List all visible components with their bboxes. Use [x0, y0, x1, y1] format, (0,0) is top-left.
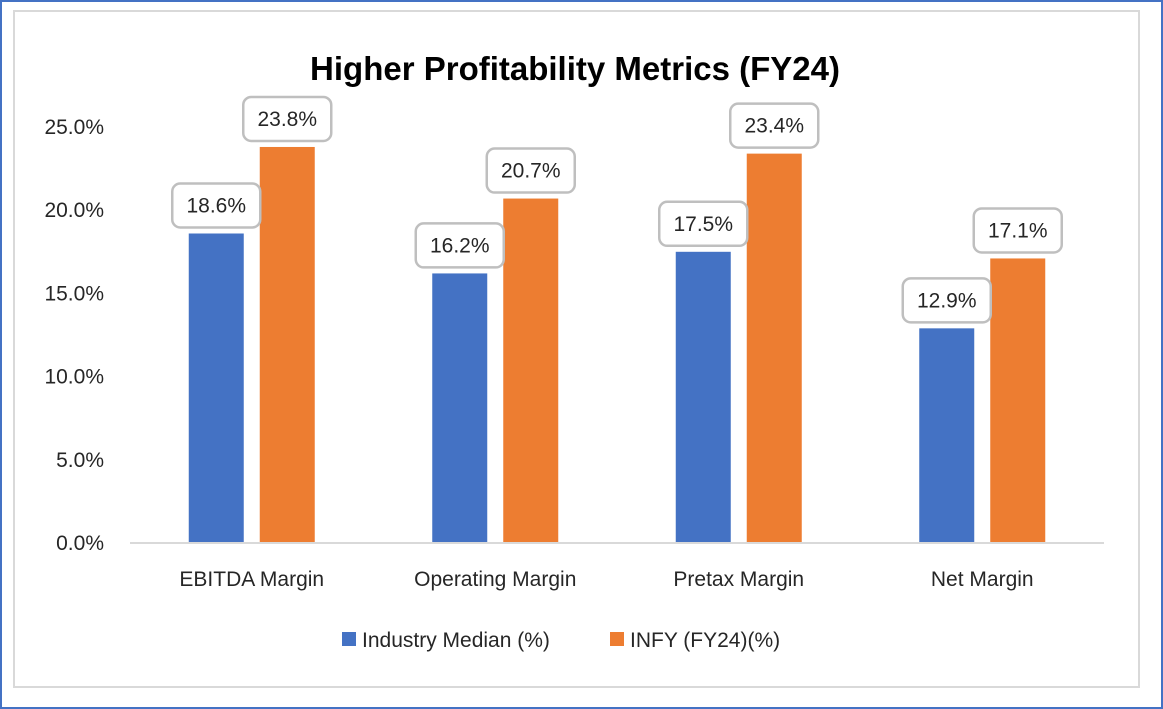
x-tick-label: EBITDA Margin: [179, 568, 324, 591]
y-tick-label: 0.0%: [56, 532, 104, 555]
bar-industry-median-3: [919, 328, 975, 543]
y-tick-label: 5.0%: [56, 449, 104, 472]
data-label: 17.5%: [673, 213, 733, 236]
bar-infy-1: [503, 198, 559, 543]
legend-swatch-industry-median: [342, 632, 356, 646]
data-label-box: [414, 222, 505, 269]
bar-infy-2: [746, 153, 802, 543]
x-tick-label: Net Margin: [931, 568, 1034, 591]
chart-title: Higher Profitability Metrics (FY24): [310, 50, 840, 87]
data-label: 20.7%: [501, 160, 561, 183]
y-tick-label: 20.0%: [44, 199, 104, 222]
x-tick-label: Pretax Margin: [673, 568, 804, 591]
data-labels: 18.6% 23.8% 16.2% 20.7% 17.5% 23.4% 12.9% 17.1%: [171, 95, 1063, 324]
y-tick-label: 15.0%: [44, 282, 104, 305]
y-tick-label: 25.0%: [44, 116, 104, 139]
y-axis: 0.0% 5.0% 10.0% 15.0% 20.0% 25.0%: [44, 116, 104, 555]
data-label: 23.8%: [257, 108, 317, 131]
bars: [188, 146, 1046, 544]
data-label-box: [901, 277, 992, 324]
data-label: 16.2%: [430, 234, 490, 257]
data-label-box: [658, 200, 749, 248]
data-label-box: [972, 207, 1063, 254]
bar-infy-3: [990, 258, 1046, 543]
legend-swatch-infy: [610, 632, 624, 646]
x-tick-label: Operating Margin: [414, 568, 576, 591]
legend-label: INFY (FY24)(%): [630, 629, 780, 652]
data-label-box: [171, 182, 262, 229]
data-label: 17.1%: [988, 219, 1048, 242]
legend: Industry Median (%) INFY (FY24)(%): [342, 629, 780, 652]
bar-industry-median-1: [432, 273, 488, 543]
legend-label: Industry Median (%): [362, 629, 550, 652]
bar-infy-0: [259, 146, 315, 543]
y-tick-label: 10.0%: [44, 366, 104, 389]
data-label: 12.9%: [917, 289, 977, 312]
data-label: 18.6%: [186, 194, 246, 217]
bar-industry-median-2: [675, 251, 731, 544]
data-label: 23.4%: [744, 115, 804, 138]
data-label-box: [729, 102, 820, 149]
x-axis: EBITDA Margin Operating Margin Pretax Marg…: [130, 542, 1104, 591]
data-label-box: [485, 147, 576, 194]
data-label-box: [242, 95, 333, 143]
bar-industry-median-0: [188, 233, 244, 543]
